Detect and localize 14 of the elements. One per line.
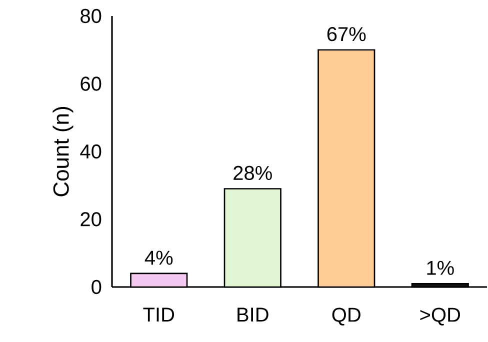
annotation: 4% xyxy=(144,250,173,265)
y-axis-title: Count (n) xyxy=(52,107,74,196)
y-tick-label: 20 xyxy=(80,212,102,226)
y-tick-label: 60 xyxy=(80,76,102,91)
x-tick-label: QD xyxy=(332,308,360,326)
y-tick-label: 40 xyxy=(80,144,102,159)
x-tick-label: TID xyxy=(143,308,174,322)
annotation: 28% xyxy=(234,166,272,180)
x-tick-label: >QD xyxy=(420,308,460,326)
y-tick-label: 0 xyxy=(92,280,102,294)
x-tick-label: BID xyxy=(238,308,268,322)
y-tick-label: 80 xyxy=(80,8,102,24)
annotation: 1% xyxy=(427,260,454,275)
annotation: 67% xyxy=(327,27,366,42)
